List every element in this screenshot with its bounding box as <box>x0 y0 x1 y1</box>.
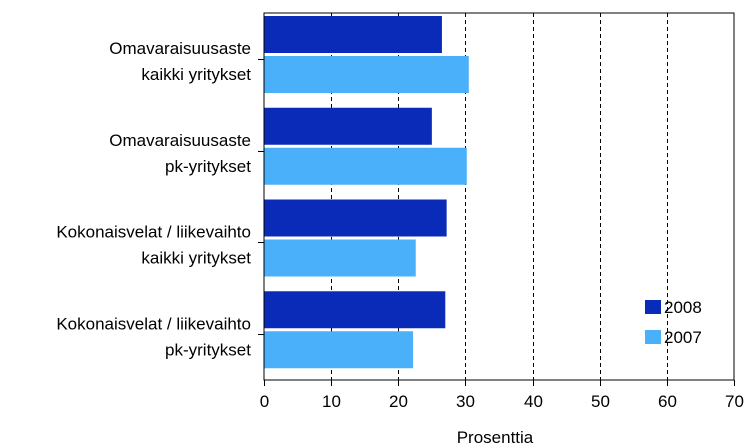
legend-swatch-2007 <box>645 330 661 344</box>
legend: 2008 2007 <box>645 298 702 347</box>
bar-2008-4 <box>264 291 446 329</box>
category-label: kaikki yritykset <box>141 249 251 268</box>
category-labels: Omavaraisuusaste kaikki yritykset Omavarai… <box>56 39 251 359</box>
x-tick-label: 30 <box>456 392 475 411</box>
category-label: Omavaraisuusaste <box>109 131 251 150</box>
x-tick-label: 40 <box>524 392 543 411</box>
legend-label-2007: 2007 <box>664 328 702 347</box>
category-label: Omavaraisuusaste <box>109 39 251 58</box>
category-label: pk-yritykset <box>165 340 251 359</box>
x-tick-label: 60 <box>658 392 677 411</box>
bar-2007-1 <box>264 56 469 93</box>
category-label: kaikki yritykset <box>141 65 251 84</box>
bar-2007-4 <box>264 331 414 369</box>
category-label: Kokonaisvelat / liikevaihto <box>56 314 251 333</box>
axes: 0 10 20 30 40 50 60 70 <box>258 12 744 411</box>
bar-2007-2 <box>264 147 467 185</box>
x-tick-label: 20 <box>389 392 408 411</box>
x-axis-title: Prosenttia <box>457 428 534 447</box>
bar-2008-3 <box>264 199 447 237</box>
bar-2008-2 <box>264 107 432 145</box>
bars <box>264 16 469 369</box>
gridlines <box>331 13 668 380</box>
plot-frame <box>263 12 735 381</box>
category-label: pk-yritykset <box>165 157 251 176</box>
x-tick-label: 0 <box>260 392 269 411</box>
bar-2008-1 <box>264 16 442 53</box>
bar-2007-3 <box>264 239 416 277</box>
x-tick-label: 50 <box>591 392 610 411</box>
legend-swatch-2008 <box>645 300 661 314</box>
x-tick-label: 10 <box>322 392 341 411</box>
legend-label-2008: 2008 <box>664 298 702 317</box>
x-tick-label: 70 <box>725 392 744 411</box>
category-label: Kokonaisvelat / liikevaihto <box>56 223 251 242</box>
